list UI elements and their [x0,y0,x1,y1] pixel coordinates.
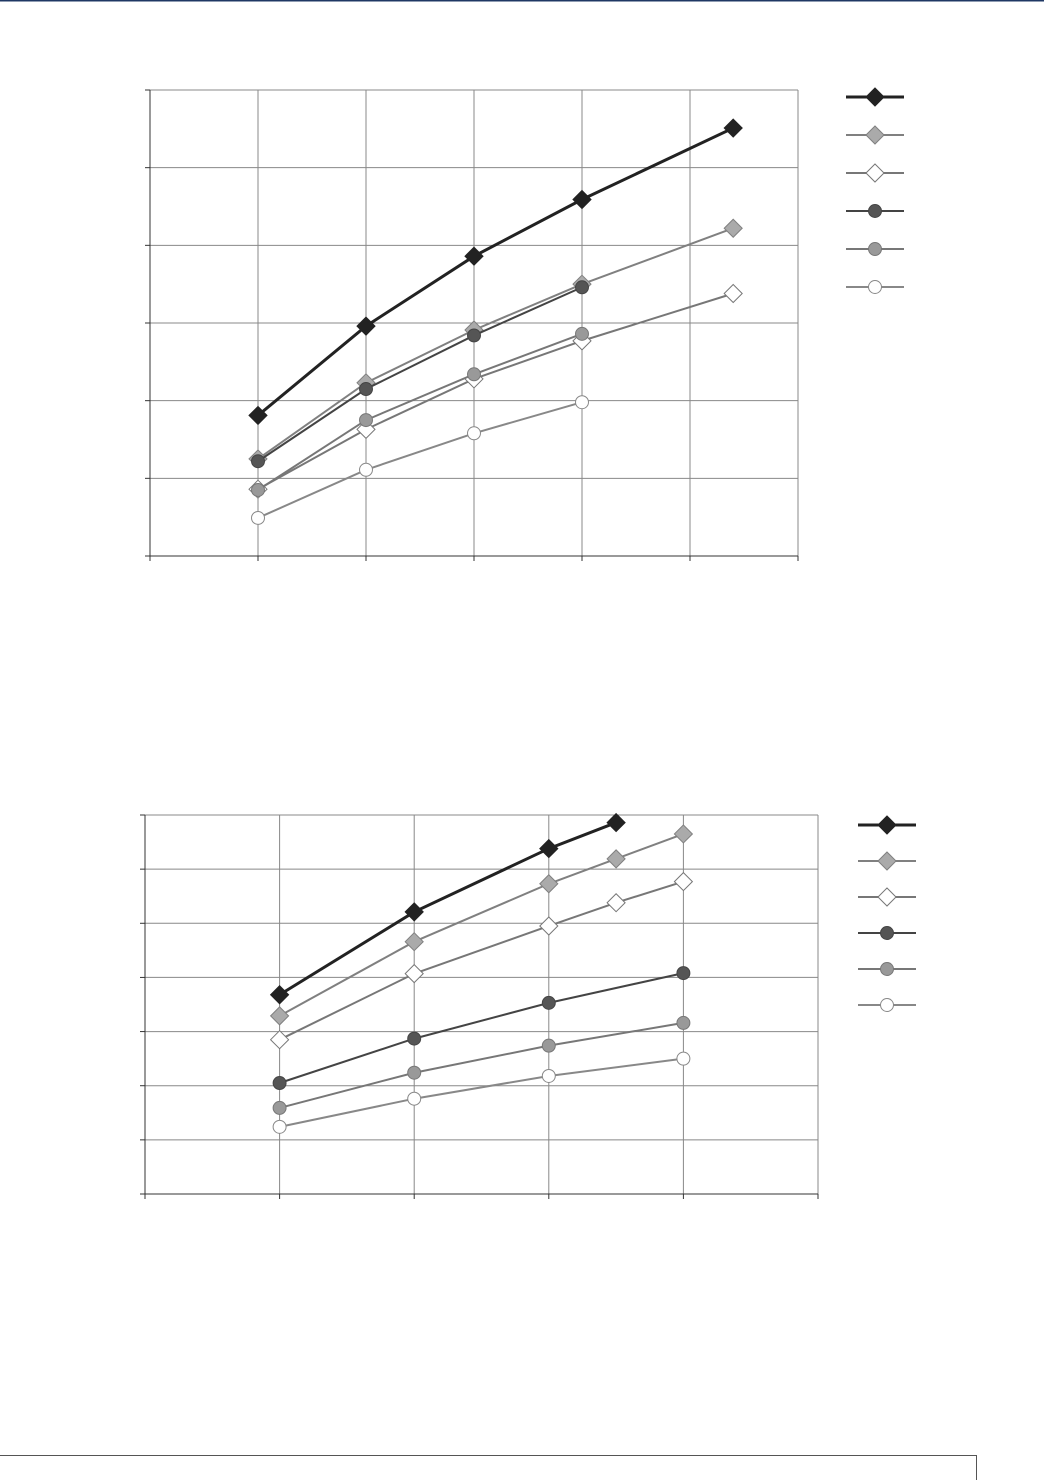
legend-marker [868,204,882,218]
marker [464,246,484,266]
marker [539,874,559,894]
marker [673,871,694,892]
marker [251,483,265,497]
marker [269,985,290,1005]
marker [541,1068,556,1083]
marker [723,283,743,304]
marker [467,367,481,382]
marker [606,849,626,869]
marker [407,1031,422,1046]
series-line [279,1021,684,1109]
marker [606,812,626,833]
legend-marker [880,998,894,1012]
marker [723,218,743,238]
legend-marker [868,242,882,256]
marker [673,824,694,844]
marker [251,454,265,469]
series-line [279,972,684,1084]
marker [572,331,592,351]
marker [272,1076,287,1090]
marker [676,966,691,981]
legend-marker [868,280,882,294]
series-line [257,332,583,491]
legend-marker [877,887,897,907]
series-line [257,401,583,519]
marker [269,1006,290,1026]
series-line [278,821,617,997]
marker [407,1091,422,1106]
marker [404,902,424,922]
marker [272,1100,287,1115]
marker [467,328,481,343]
legend-marker [877,851,897,871]
marker [404,931,424,952]
marker [272,1119,287,1134]
marker [359,382,373,396]
marker [606,893,626,913]
marker [575,280,589,295]
marker [467,426,481,441]
marker [404,963,424,984]
legend-marker [880,962,894,976]
legend-marker [865,163,885,183]
marker [269,1029,290,1050]
marker [251,510,265,525]
marker [723,118,743,138]
series-line [257,286,583,463]
legend-marker [865,125,885,145]
marker [676,1015,691,1030]
marker [676,1051,691,1066]
marker [407,1065,422,1080]
marker [356,316,376,336]
series-line [257,227,734,460]
legend-marker [880,926,894,940]
marker [248,405,268,426]
marker [572,189,592,210]
marker [575,326,589,341]
series-line [279,1057,684,1128]
marker [575,395,589,410]
legend-marker [877,815,897,835]
marker [356,419,376,440]
marker [541,995,556,1010]
marker [359,413,373,428]
marker [359,462,373,477]
legend-marker [865,87,885,107]
marker [539,916,559,936]
marker [539,838,559,859]
marker [541,1038,556,1053]
